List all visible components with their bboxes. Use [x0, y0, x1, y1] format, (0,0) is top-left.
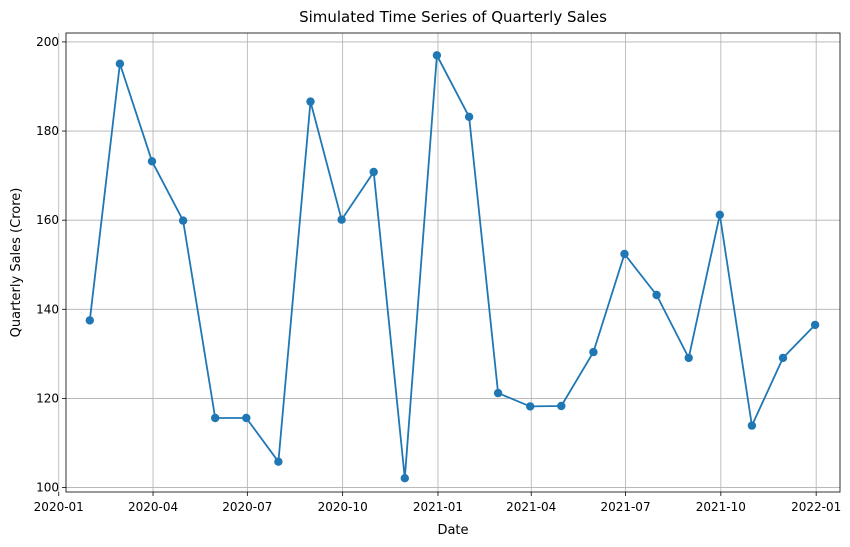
y-axis: 100 120 140 160 180 200 [36, 35, 66, 495]
data-point [369, 167, 378, 177]
data-point [115, 59, 125, 68]
data-point [589, 347, 598, 357]
x-tick-label: 2020-07 [222, 500, 272, 514]
x-tick-label: 2021-01 [413, 500, 463, 514]
y-tick-label: 200 [36, 35, 59, 49]
data-point [652, 290, 661, 300]
data-point [778, 353, 788, 363]
data-point [747, 421, 757, 430]
data-point [85, 316, 95, 325]
data-point [178, 216, 188, 225]
x-tick-label: 2021-10 [696, 500, 746, 514]
y-axis-label: Quarterly Sales (Crore) [9, 188, 24, 338]
y-tick-label: 180 [36, 124, 59, 138]
data-point [557, 401, 566, 411]
y-tick-label: 160 [36, 213, 59, 227]
data-point [242, 413, 251, 423]
series-line [88, 54, 816, 480]
data-point [306, 97, 315, 106]
data-point [432, 51, 442, 60]
data-point [147, 157, 157, 166]
x-axis: 2020-01 2020-04 2020-07 2020-10 2021-01 2021-… [34, 492, 841, 514]
x-tick-label: 2020-10 [318, 500, 368, 514]
series-layer [85, 51, 820, 483]
x-tick-label: 2022-01 [791, 500, 841, 514]
y-tick-label: 120 [36, 391, 59, 405]
data-point [715, 210, 724, 219]
data-point [337, 215, 346, 224]
data-point [211, 413, 220, 423]
data-point [493, 388, 503, 398]
data-point [464, 112, 474, 122]
data-point [400, 474, 409, 483]
x-tick-label: 2021-04 [506, 500, 556, 514]
chart-title: Simulated Time Series of Quarterly Sales [299, 8, 607, 26]
x-tick-label: 2021-07 [600, 500, 650, 514]
y-tick-label: 100 [36, 481, 59, 495]
data-point [274, 457, 283, 466]
data-point [526, 402, 535, 411]
x-tick-label: 2020-01 [34, 500, 84, 514]
grid-lines [58, 33, 840, 492]
x-tick-label: 2020-04 [128, 500, 178, 514]
data-point [620, 249, 629, 259]
x-axis-label: Date [437, 523, 468, 538]
data-point [810, 320, 820, 330]
y-tick-label: 140 [36, 302, 59, 316]
data-point [684, 353, 693, 363]
plot-frame [65, 32, 841, 493]
